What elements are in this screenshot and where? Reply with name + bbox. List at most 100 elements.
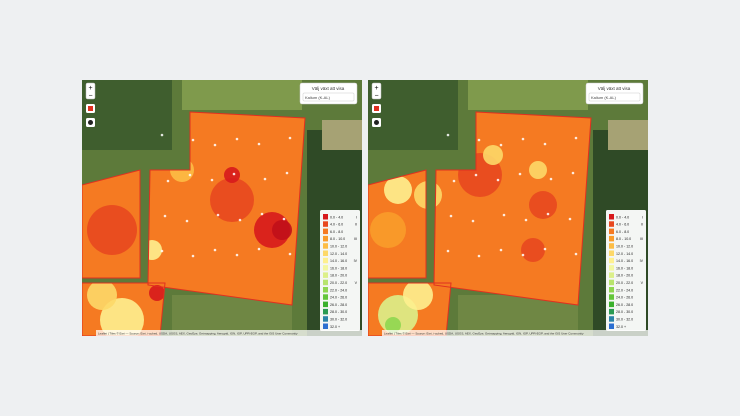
meadow bbox=[468, 80, 588, 110]
sample-point bbox=[499, 143, 503, 147]
legend-swatch bbox=[609, 287, 614, 293]
selector-value: Kalium (K-AL) bbox=[305, 95, 331, 100]
legend-swatch bbox=[323, 287, 328, 293]
sample-point bbox=[263, 177, 267, 181]
sample-point bbox=[477, 138, 481, 142]
sample-point bbox=[282, 217, 286, 221]
sample-point bbox=[213, 143, 217, 147]
legend-class: V bbox=[641, 281, 644, 285]
legend-label: 8.0 - 10.0 bbox=[616, 237, 631, 241]
legend-swatch bbox=[323, 250, 328, 256]
forest bbox=[82, 80, 172, 150]
sample-point bbox=[496, 178, 500, 182]
legend-class: IV bbox=[640, 259, 644, 263]
sample-point bbox=[257, 247, 261, 251]
field-border bbox=[433, 111, 592, 306]
zoom-in[interactable]: + bbox=[88, 85, 92, 92]
soil-zone bbox=[529, 161, 547, 179]
attribution-bar bbox=[96, 330, 362, 336]
field-border bbox=[82, 169, 141, 279]
legend-label: 0.0 - 4.0 bbox=[330, 215, 343, 219]
legend-swatch bbox=[609, 250, 614, 256]
legend-swatch bbox=[323, 243, 328, 249]
sample-point bbox=[160, 249, 164, 253]
zoom-control bbox=[85, 82, 96, 100]
legend-label: 18.0 - 20.0 bbox=[616, 274, 633, 278]
sample-point bbox=[546, 212, 550, 216]
sample-point bbox=[574, 136, 578, 140]
sample-point bbox=[543, 142, 547, 146]
selector-value: Kalium (K-AL) bbox=[591, 95, 617, 100]
legend-swatch bbox=[609, 228, 614, 235]
tool-icon bbox=[374, 106, 379, 111]
sample-point bbox=[477, 254, 481, 258]
soil-zone bbox=[87, 280, 117, 310]
legend-class: III bbox=[354, 237, 357, 241]
legend-swatch bbox=[609, 301, 614, 308]
attribution-bar bbox=[382, 330, 648, 336]
sample-point bbox=[238, 218, 242, 222]
legend-label: 30.0 - 32.0 bbox=[616, 318, 633, 322]
sample-point bbox=[185, 219, 189, 223]
zoom-in[interactable]: + bbox=[374, 85, 378, 92]
legend-swatch bbox=[609, 214, 614, 220]
selector-dropdown[interactable] bbox=[588, 92, 641, 102]
sample-point bbox=[163, 214, 167, 218]
legend-class: III bbox=[640, 237, 643, 241]
sample-point bbox=[574, 252, 578, 256]
sample-point bbox=[213, 248, 217, 252]
sample-point bbox=[188, 173, 192, 177]
sample-point bbox=[446, 133, 450, 137]
legend-label: 14.0 - 16.0 bbox=[330, 259, 347, 263]
soil-zone bbox=[403, 280, 433, 310]
soil-zone bbox=[370, 212, 406, 248]
legend-label: 32.0 + bbox=[616, 325, 626, 329]
sample-point bbox=[232, 172, 236, 176]
legend-label: 26.0 - 28.0 bbox=[330, 303, 347, 307]
zoom-out[interactable]: − bbox=[88, 93, 92, 100]
legend-swatch bbox=[609, 272, 614, 278]
legend-label: 14.0 - 16.0 bbox=[616, 259, 633, 263]
legend-swatch bbox=[323, 301, 328, 308]
sample-point bbox=[446, 249, 450, 253]
sample-point bbox=[449, 214, 453, 218]
sample-point bbox=[160, 133, 164, 137]
legend-swatch bbox=[609, 221, 614, 227]
sample-point bbox=[216, 213, 220, 217]
forest bbox=[368, 80, 458, 150]
legend-swatch bbox=[609, 265, 614, 271]
legend-label: 28.0 - 30.0 bbox=[330, 310, 347, 314]
sample-point bbox=[499, 248, 503, 252]
selector-dropdown[interactable] bbox=[302, 92, 355, 102]
sample-point bbox=[521, 253, 525, 257]
zoom-out[interactable]: − bbox=[374, 93, 378, 100]
legend-label: 20.0 - 22.0 bbox=[616, 281, 633, 285]
soil-zone bbox=[210, 178, 254, 222]
sample-point bbox=[518, 172, 522, 176]
sample-point bbox=[260, 212, 264, 216]
legend-label: 28.0 - 30.0 bbox=[616, 310, 633, 314]
legend-swatch bbox=[609, 257, 614, 264]
sample-point bbox=[571, 171, 575, 175]
sample-point bbox=[502, 213, 506, 217]
legend-swatch bbox=[609, 243, 614, 249]
legend-swatch bbox=[323, 235, 328, 242]
soil-zone bbox=[529, 191, 557, 219]
sample-point bbox=[474, 173, 478, 177]
sample-point bbox=[471, 219, 475, 223]
theme-icon bbox=[88, 120, 93, 125]
attribution: Leaflet | Tiles © Esri — Source: Esri, i… bbox=[384, 332, 584, 336]
sample-point bbox=[543, 247, 547, 251]
legend-swatch bbox=[609, 316, 614, 322]
soil-zone bbox=[272, 220, 292, 240]
meadow bbox=[182, 80, 302, 110]
legend-swatch bbox=[323, 214, 328, 220]
legend-swatch bbox=[609, 308, 614, 315]
legend-swatch bbox=[323, 323, 328, 329]
legend-swatch bbox=[609, 323, 614, 329]
field bbox=[322, 120, 362, 150]
legend-box bbox=[606, 210, 646, 331]
legend-label: 4.0 - 6.0 bbox=[616, 223, 629, 227]
sample-point bbox=[288, 136, 292, 140]
legend-class: I bbox=[356, 215, 357, 219]
